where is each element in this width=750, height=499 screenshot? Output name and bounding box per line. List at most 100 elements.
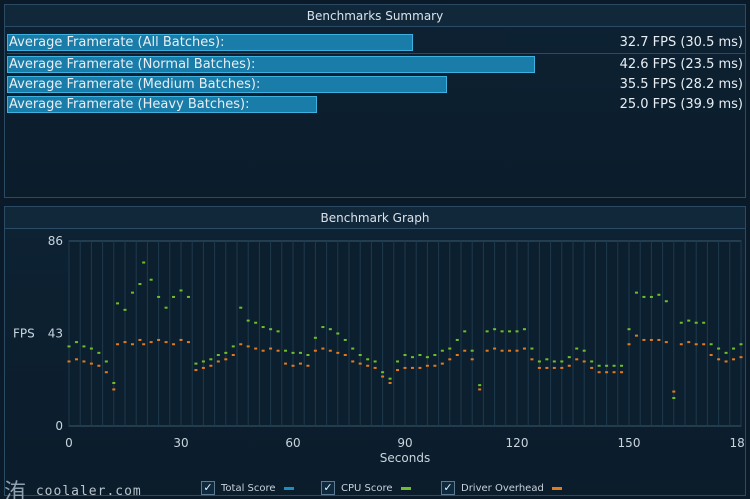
cpu-score-point — [224, 351, 228, 354]
cpu-score-point — [261, 326, 265, 329]
driver-overhead-point — [567, 364, 571, 367]
driver-overhead-point — [478, 388, 482, 391]
driver-overhead-point — [112, 388, 116, 391]
driver-overhead-point — [552, 366, 556, 369]
driver-overhead-point — [642, 338, 646, 341]
driver-overhead-point — [612, 371, 616, 374]
driver-overhead-point — [515, 349, 519, 352]
driver-overhead-point — [164, 341, 168, 344]
graph-title: Benchmark Graph — [5, 207, 745, 229]
cpu-score-point — [104, 360, 108, 363]
summary-row-heavy: Average Framerate (Heavy Batches): 25.0 … — [7, 96, 745, 113]
driver-overhead-point — [672, 390, 676, 393]
driver-overhead-point — [246, 345, 250, 348]
driver-overhead-point — [130, 343, 134, 346]
cpu-score-point — [597, 364, 601, 367]
benchmarks-summary-panel: Benchmarks Summary Average Framerate (Al… — [4, 4, 746, 198]
driver-overhead-point — [410, 366, 414, 369]
cpu-score-point — [649, 295, 653, 298]
cpu-score-point — [515, 330, 519, 333]
row-label: Average Framerate (Medium Batches): — [9, 77, 261, 92]
site-logo: 洧 coolaler.com — [4, 470, 142, 499]
driver-overhead-swatch — [551, 486, 562, 490]
cpu-score-point — [657, 293, 661, 296]
driver-overhead-point — [82, 360, 86, 363]
driver-overhead-point — [425, 364, 429, 367]
cpu-score-point — [194, 362, 198, 365]
driver-overhead-point — [149, 341, 153, 344]
cpu-score-point — [396, 360, 400, 363]
driver-overhead-point — [597, 371, 601, 374]
driver-overhead-checkbox[interactable]: ✓ — [441, 481, 455, 495]
cpu-score-point — [455, 338, 459, 341]
driver-overhead-point — [172, 343, 176, 346]
x-tick-label: 90 — [397, 436, 412, 450]
cpu-score-point — [351, 347, 355, 350]
row-label: Average Framerate (Normal Batches): — [9, 57, 256, 72]
driver-overhead-point — [508, 349, 512, 352]
y-axis-label: FPS — [13, 327, 35, 341]
driver-overhead-point — [634, 334, 638, 337]
x-tick-label: 180 — [730, 436, 745, 450]
driver-overhead-point — [284, 362, 288, 365]
driver-overhead-point — [97, 364, 101, 367]
cpu-score-point — [112, 381, 116, 384]
driver-overhead-point — [388, 381, 392, 384]
cpu-score-point — [123, 308, 127, 311]
cpu-score-point — [709, 343, 713, 346]
cpu-score-point — [702, 321, 706, 324]
cpu-score-point — [717, 347, 721, 350]
row-value: 42.6 FPS (23.5 ms) — [619, 57, 743, 72]
driver-overhead-point — [116, 343, 120, 346]
row-label: Average Framerate (All Batches): — [9, 35, 225, 50]
driver-overhead-point — [732, 358, 736, 361]
cpu-score-point — [142, 261, 146, 264]
cpu-score-point — [560, 360, 564, 363]
driver-overhead-point — [440, 362, 444, 365]
cpu-score-point — [425, 356, 429, 359]
driver-overhead-point — [179, 338, 183, 341]
cpu-score-point — [216, 354, 220, 357]
cpu-score-point — [157, 295, 161, 298]
driver-overhead-point — [448, 358, 452, 361]
driver-overhead-point — [694, 343, 698, 346]
x-tick-label: 60 — [285, 436, 300, 450]
driver-overhead-point — [291, 364, 295, 367]
driver-overhead-point — [123, 341, 127, 344]
legend-driver-overhead[interactable]: ✓ Driver Overhead — [441, 479, 562, 497]
cpu-score-point — [149, 278, 153, 281]
cpu-score-point — [575, 347, 579, 350]
legend-total-score[interactable]: ✓ Total Score — [201, 479, 294, 497]
cpu-score-point — [612, 364, 616, 367]
cpu-score-point — [172, 295, 176, 298]
driver-overhead-point — [104, 371, 108, 374]
cpu-score-point — [620, 364, 624, 367]
driver-overhead-point — [485, 349, 489, 352]
cpu-score-point — [381, 371, 385, 374]
total-score-checkbox[interactable]: ✓ — [201, 481, 215, 495]
cpu-score-point — [313, 336, 317, 339]
cpu-score-point — [470, 349, 474, 352]
cpu-score-point — [545, 358, 549, 361]
cpu-score-point — [590, 360, 594, 363]
driver-overhead-point — [605, 371, 609, 374]
driver-overhead-point — [702, 343, 706, 346]
cpu-score-point — [74, 341, 78, 344]
cpu-score-point — [687, 319, 691, 322]
cpu-score-point — [664, 300, 668, 303]
cpu-score-point — [246, 319, 250, 322]
legend-cpu-score[interactable]: ✓ CPU Score — [321, 479, 411, 497]
driver-overhead-point — [582, 360, 586, 363]
summary-title: Benchmarks Summary — [5, 5, 745, 27]
driver-overhead-point — [306, 364, 310, 367]
cpu-score-point — [694, 321, 698, 324]
driver-overhead-point — [403, 366, 407, 369]
cpu-score-point — [306, 354, 310, 357]
cpu-score-checkbox[interactable]: ✓ — [321, 481, 335, 495]
y-tick-label: 0 — [55, 419, 63, 433]
driver-overhead-point — [664, 341, 668, 344]
cpu-score-point — [732, 347, 736, 350]
driver-overhead-point — [351, 360, 355, 363]
row-value: 35.5 FPS (28.2 ms) — [619, 77, 743, 92]
driver-overhead-point — [224, 358, 228, 361]
